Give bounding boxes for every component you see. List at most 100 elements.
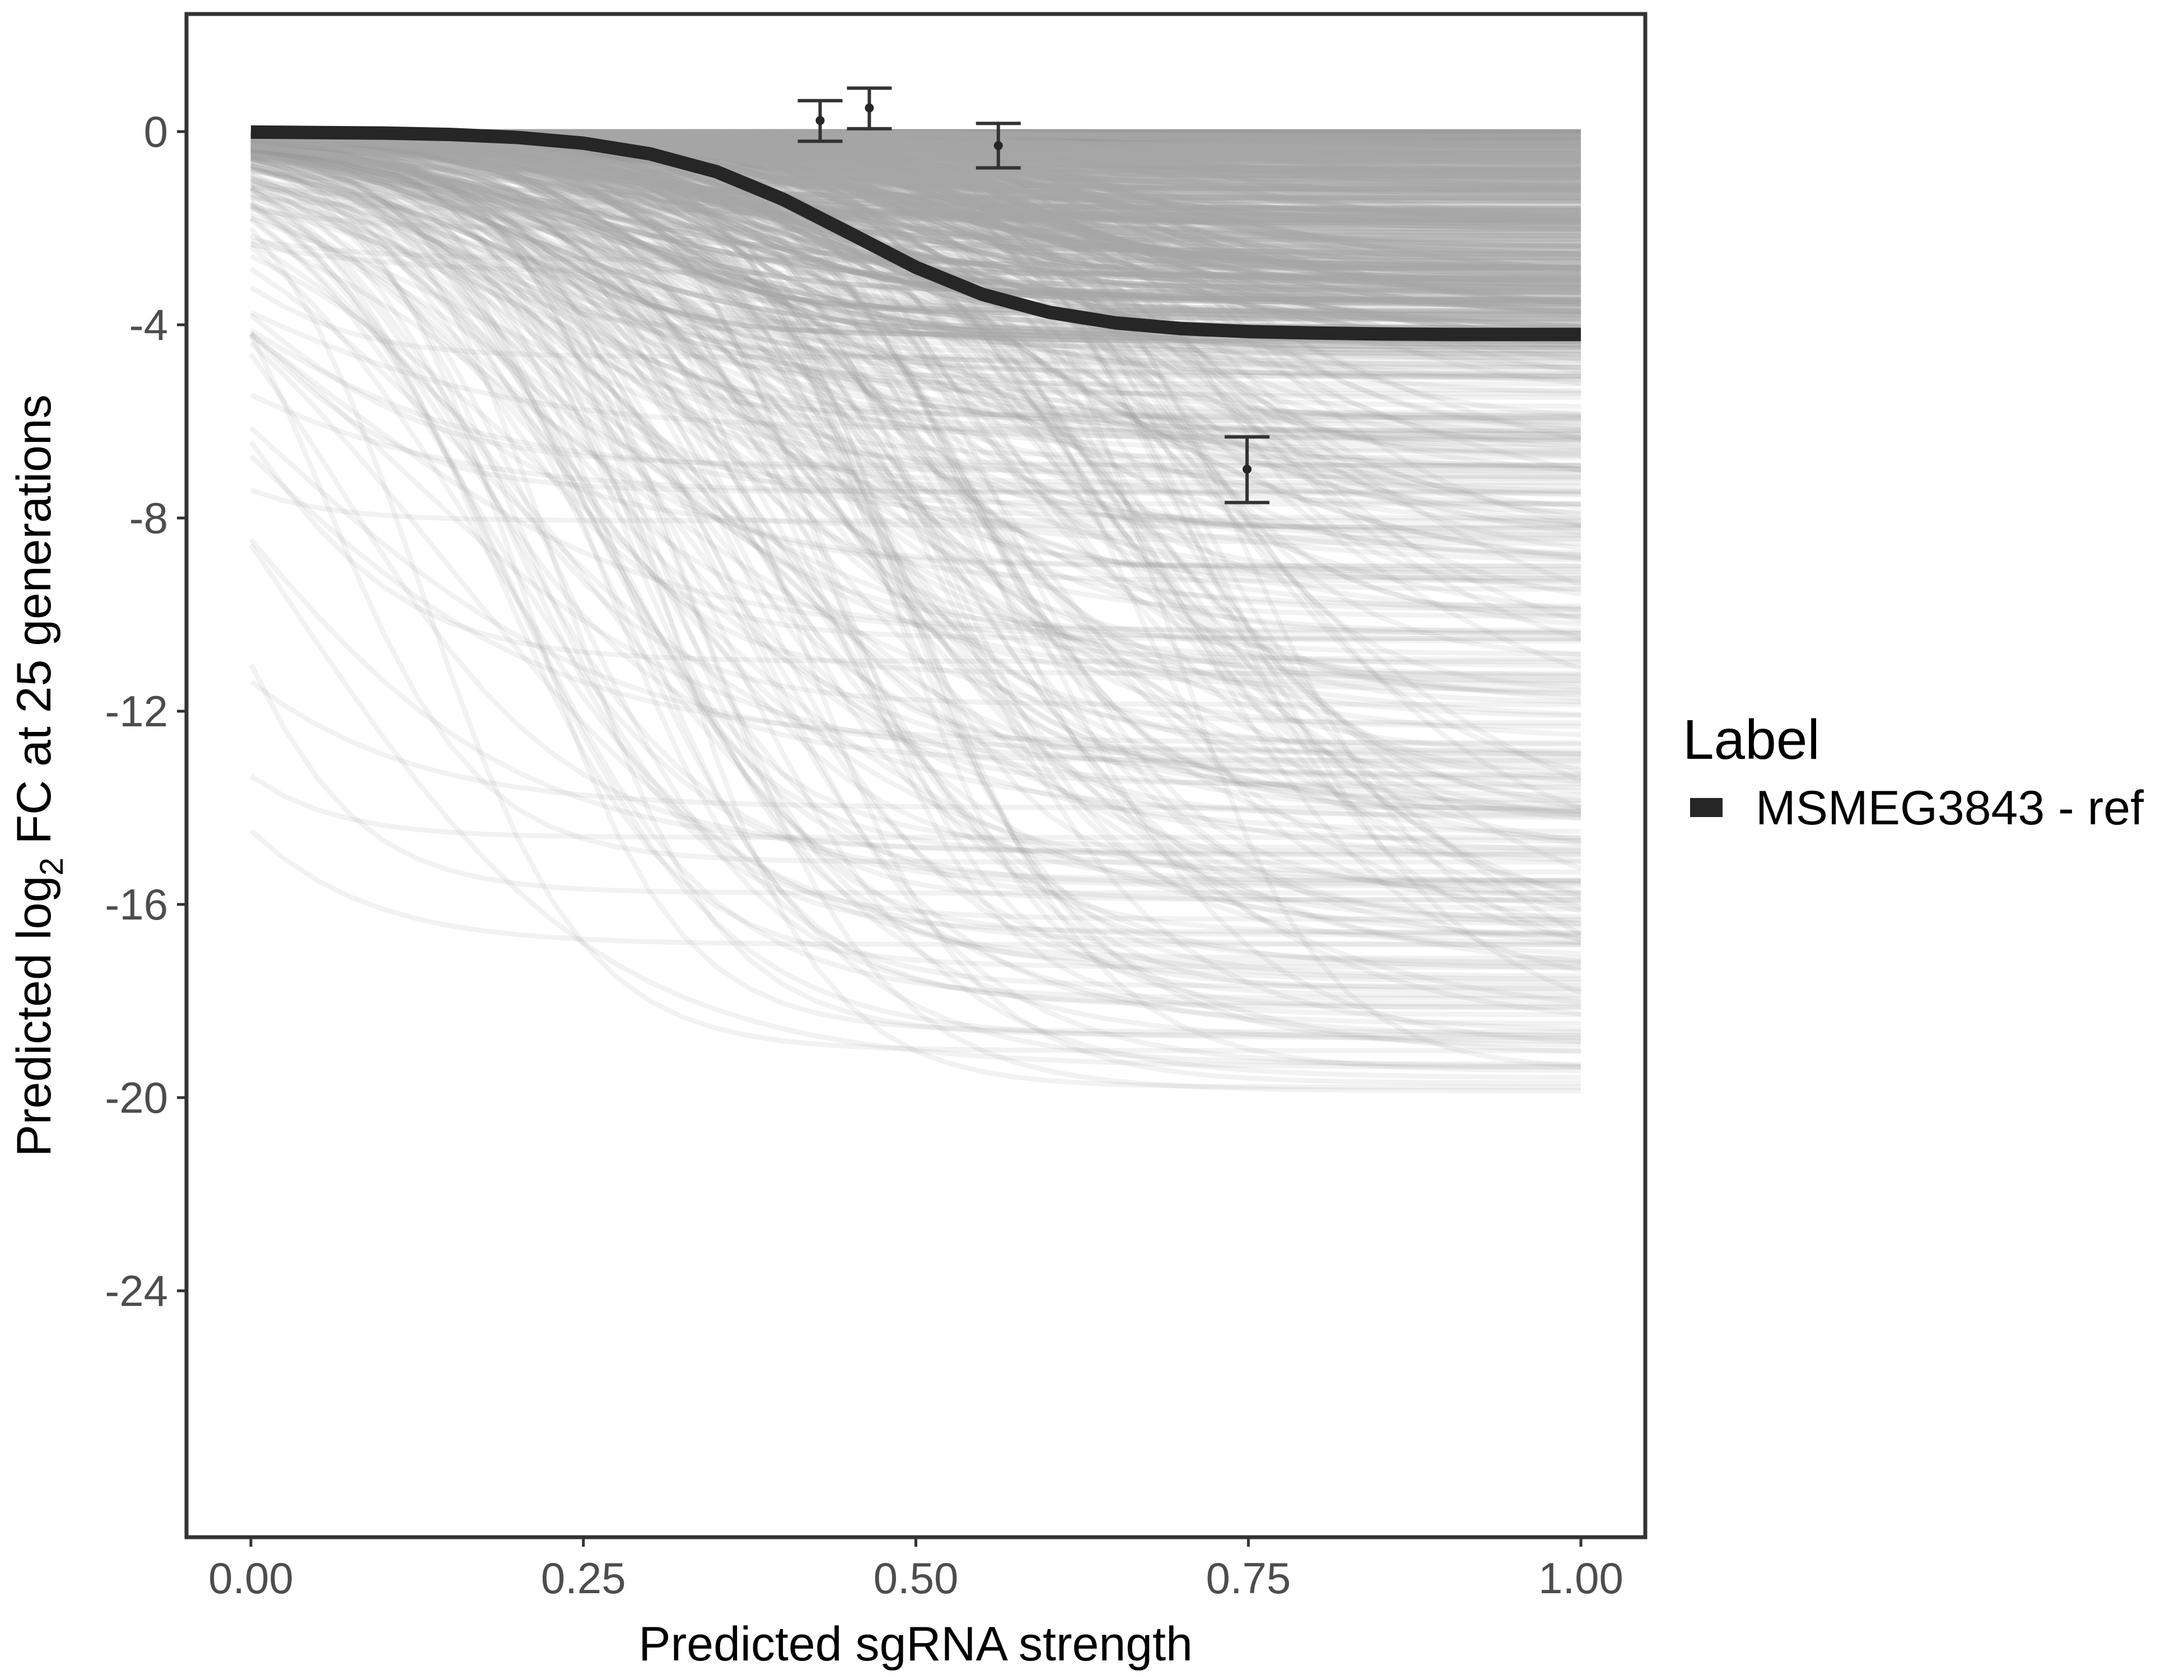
background-curve [249, 313, 1581, 468]
background-curve [250, 185, 1581, 683]
background-curve [249, 285, 1581, 360]
background-curve [250, 139, 1581, 1006]
legend-swatch [1690, 798, 1723, 817]
background-curve [249, 679, 1581, 810]
background-curve [250, 146, 1581, 586]
background-curve [250, 136, 1581, 1094]
background-curve [250, 146, 1581, 858]
background-curve [250, 146, 1581, 764]
background-curve [249, 352, 1581, 854]
background-curve [250, 153, 1581, 472]
background-curve [250, 141, 1581, 1070]
background-curve [250, 132, 1581, 787]
background-curve [250, 153, 1581, 440]
background-curve [249, 340, 1581, 985]
background-curve [249, 538, 1581, 857]
background-curve [249, 199, 1581, 1001]
background-curve [250, 162, 1581, 1067]
background-curve [250, 139, 1581, 927]
x-tick-label: 0.25 [541, 1553, 626, 1603]
background-curve [250, 147, 1581, 886]
background-curve [250, 134, 1581, 486]
background-curve [250, 131, 1581, 753]
background-curve [250, 143, 1581, 982]
data-point [1242, 464, 1252, 474]
error-bar-point [1224, 435, 1270, 505]
background-curve [250, 134, 1581, 657]
background-curve [249, 440, 1581, 664]
background-curve [250, 168, 1581, 617]
background-curve [250, 162, 1581, 494]
background-curve [250, 134, 1581, 442]
legend-label: MSMEG3843 - ref [1756, 781, 2144, 835]
background-curve [250, 148, 1581, 679]
background-curve [250, 143, 1581, 676]
data-point [865, 103, 874, 113]
error-bar-point [797, 99, 843, 143]
background-curve [250, 164, 1581, 380]
background-curve [250, 150, 1581, 376]
background-curve [250, 156, 1581, 636]
background-curve [250, 142, 1581, 815]
background-curve [250, 175, 1581, 1044]
background-curve [250, 205, 1581, 884]
background-curve [250, 136, 1581, 542]
error-bar-point [847, 86, 892, 130]
background-curve [249, 829, 1581, 948]
background-curve [250, 156, 1581, 433]
background-curve [250, 165, 1581, 798]
background-curve [250, 155, 1581, 1034]
background-curve [250, 136, 1581, 961]
background-curve [250, 143, 1581, 488]
background-curve [250, 151, 1581, 850]
background-curve [250, 147, 1581, 480]
background-curve [249, 192, 1581, 883]
background-curve [250, 143, 1581, 844]
background-curve [250, 156, 1581, 460]
x-tick-label: 1.00 [1538, 1553, 1623, 1603]
background-curve [250, 133, 1581, 575]
y-title-subscript: 2 [34, 857, 70, 875]
background-curve [250, 185, 1581, 834]
background-curve [249, 203, 1581, 1040]
background-curve [250, 146, 1581, 1005]
background-curve [249, 267, 1581, 820]
background-curve [250, 156, 1581, 875]
background-curve [250, 137, 1581, 1017]
background-curve [250, 172, 1581, 1010]
background-curve [249, 543, 1581, 1070]
background-curve [250, 132, 1581, 423]
background-curve [250, 146, 1581, 1038]
background-curve [250, 144, 1581, 1080]
x-tick-label: 0.50 [874, 1553, 959, 1603]
background-curve [250, 216, 1581, 536]
background-curve [250, 133, 1581, 937]
background-curve [250, 156, 1581, 641]
background-curve [250, 167, 1581, 964]
background-curve [250, 166, 1581, 442]
x-tick-label: 0.00 [208, 1553, 293, 1603]
y-tick-label: -24 [105, 1266, 168, 1315]
background-curve [250, 310, 1581, 433]
background-curve [250, 163, 1581, 922]
background-curve [250, 147, 1581, 437]
background-curve [250, 163, 1581, 693]
background-curve [249, 253, 1581, 940]
background-curve [249, 185, 1581, 970]
background-curve [250, 172, 1581, 521]
background-curve [250, 203, 1581, 419]
background-curve [249, 333, 1581, 642]
background-curve [250, 178, 1581, 538]
background-curve [250, 150, 1581, 420]
y-tick-label: -16 [105, 880, 168, 929]
background-curve [249, 331, 1581, 770]
background-curve [250, 488, 1581, 524]
x-axis-title: Predicted sgRNA strength [638, 1617, 1193, 1671]
background-curve [250, 180, 1581, 864]
background-curve [250, 233, 1581, 758]
background-curve [250, 144, 1581, 609]
background-curve [250, 148, 1581, 563]
background-curve [250, 135, 1581, 507]
y-tick-label: -8 [129, 493, 168, 543]
